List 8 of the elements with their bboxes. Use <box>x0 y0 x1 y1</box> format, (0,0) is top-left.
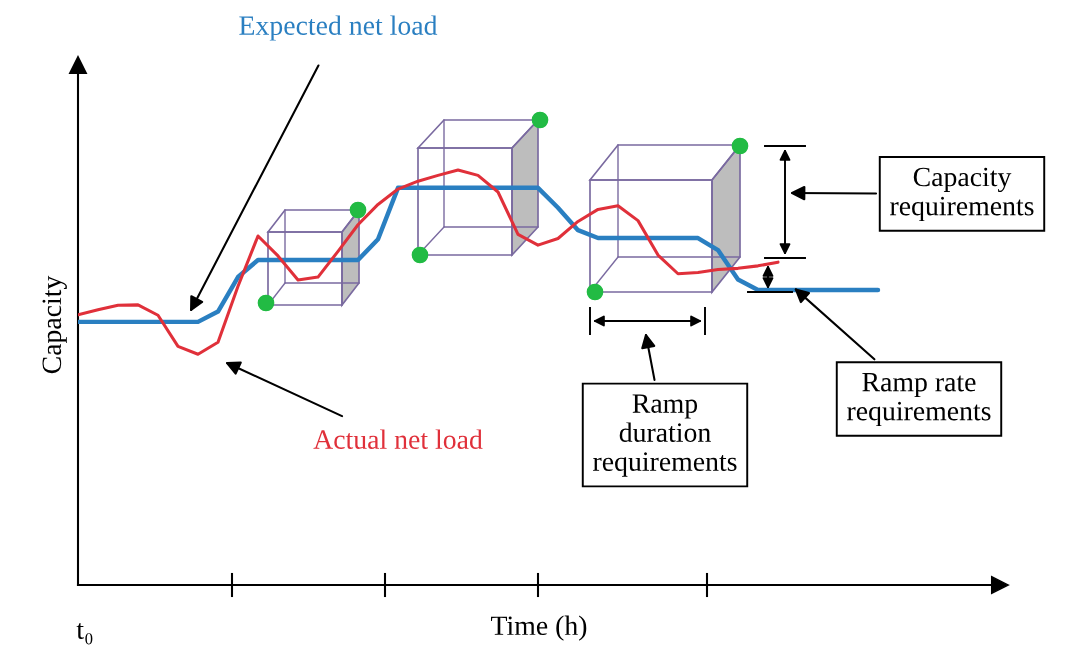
annotation: Ramp rate requirements <box>847 372 991 427</box>
y-axis-title: Capacity <box>42 275 67 374</box>
text: Expected net load <box>239 15 438 41</box>
text: Actual net load <box>313 429 483 449</box>
x-axis-title: Time (h) <box>491 615 587 641</box>
text: t₀ <box>76 623 93 645</box>
annotation: Ramp duration requirements <box>593 394 737 477</box>
text: Capacity requirements <box>890 167 1034 222</box>
